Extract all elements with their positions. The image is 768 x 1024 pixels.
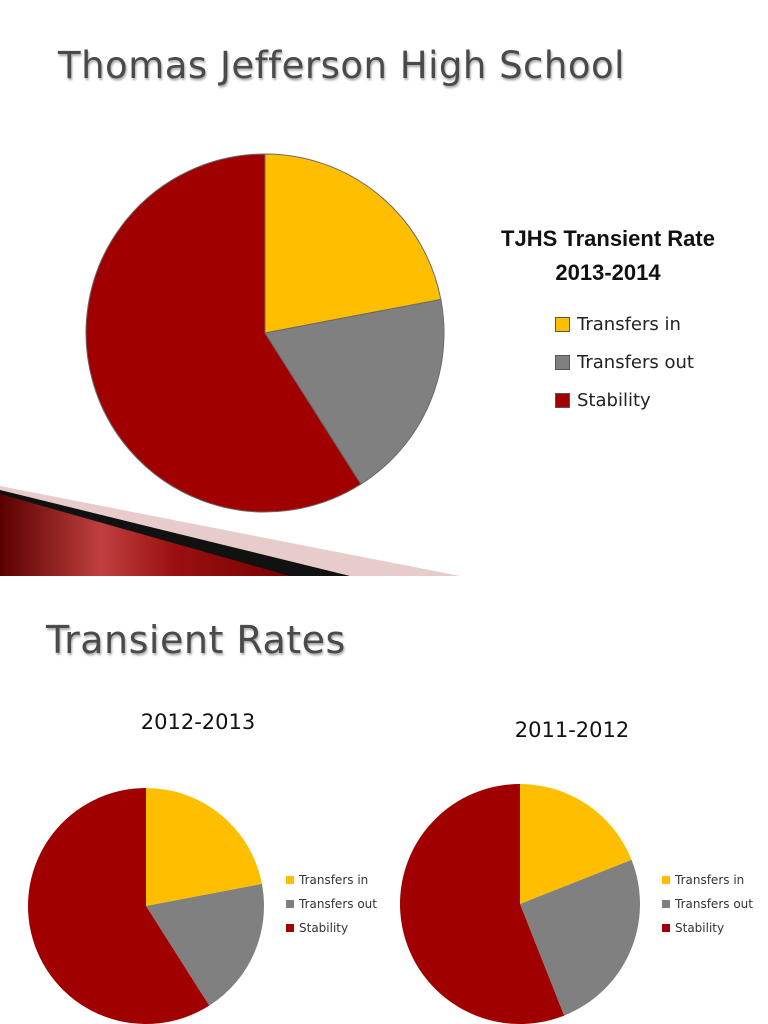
legend-item-transfers-out: Transfers out — [555, 343, 694, 381]
legend-item-transfers-out: Transfers out — [662, 892, 753, 916]
slide-tjhs: Thomas Jefferson High School TJHS Transi… — [0, 44, 738, 576]
pie-chart-2012-2013 — [27, 788, 264, 1024]
legend-swatch — [555, 354, 570, 370]
legend-label: Transfers out — [675, 897, 753, 911]
pie-slice-transfers-out — [146, 883, 264, 1006]
chart-title-2012-2013: 2012-2013 — [140, 710, 256, 734]
legend-2012-2013: Transfers in Transfers out Stability — [286, 868, 377, 940]
legend-label: Stability — [299, 921, 349, 935]
pie-slice-stability — [85, 153, 362, 513]
legend-swatch — [286, 900, 294, 908]
legend-swatch — [286, 876, 294, 884]
pie-slice-transfers-in — [264, 153, 442, 334]
legend-swatch — [662, 924, 670, 932]
legend-2011-2012: Transfers in Transfers out Stability — [662, 868, 753, 940]
legend-item-stability: Stability — [662, 916, 753, 940]
slide-transient-rates: Transient Rates 2012-2013 Transfers in T… — [0, 576, 768, 1024]
pie-slice-transfers-out — [264, 298, 445, 485]
pie-slice-stability — [27, 788, 210, 1024]
legend-item-stability: Stability — [555, 381, 694, 419]
legend-swatch — [662, 876, 670, 884]
chart-title-line2: 2013-2014 — [555, 260, 661, 285]
pie-slice-transfers-in — [520, 784, 632, 904]
pie-slice-transfers-in — [146, 788, 262, 906]
chart-title-2013-2014: TJHS Transient Rate 2013-2014 — [478, 222, 738, 290]
decorative-ribbon — [0, 486, 460, 576]
pie-chart-2011-2012 — [400, 784, 640, 1024]
legend-swatch — [555, 316, 570, 332]
legend-item-transfers-in: Transfers in — [555, 305, 694, 343]
legend-swatch — [555, 392, 570, 408]
legend-swatch — [662, 900, 670, 908]
legend-label: Transfers in — [299, 873, 369, 887]
legend-label: Transfers out — [577, 351, 694, 373]
legend-label: Transfers in — [675, 873, 745, 887]
legend-label: Transfers out — [299, 897, 377, 911]
legend-label: Stability — [577, 389, 651, 411]
legend-2013-2014: Transfers in Transfers out Stability — [555, 305, 694, 419]
legend-swatch — [286, 924, 294, 932]
pie-slice-transfers-out — [520, 859, 640, 1016]
legend-item-transfers-out: Transfers out — [286, 892, 377, 916]
legend-label: Transfers in — [577, 313, 681, 335]
legend-item-transfers-in: Transfers in — [662, 868, 753, 892]
slide-title: Transient Rates — [46, 618, 346, 662]
chart-title-2011-2012: 2011-2012 — [514, 718, 630, 742]
legend-item-transfers-in: Transfers in — [286, 868, 377, 892]
pie-slice-stability — [400, 784, 565, 1024]
chart-title-line1: TJHS Transient Rate — [501, 226, 715, 251]
legend-item-stability: Stability — [286, 916, 377, 940]
legend-label: Stability — [675, 921, 725, 935]
slide-title: Thomas Jefferson High School — [58, 44, 625, 87]
pie-chart-2013-2014 — [85, 153, 445, 513]
